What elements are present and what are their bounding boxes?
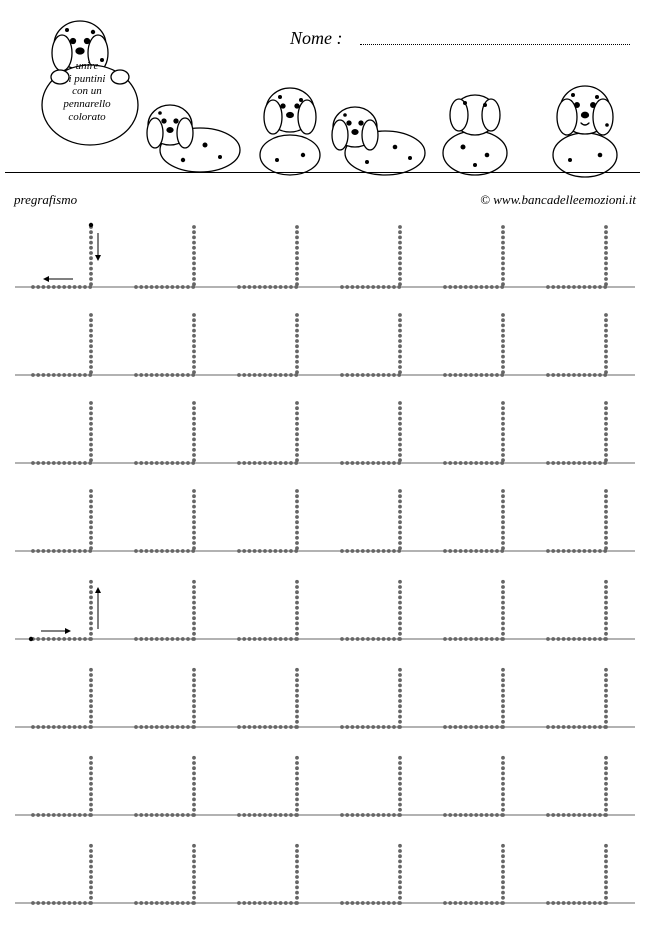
tracing-row[interactable] xyxy=(15,215,635,303)
worksheet-subtitle: pregrafismo xyxy=(14,192,77,208)
name-label: Nome : xyxy=(290,28,343,49)
header-baseline xyxy=(5,172,640,173)
tracing-row[interactable] xyxy=(15,479,635,567)
tracing-row[interactable] xyxy=(15,655,635,743)
credit-text: © www.bancadelleemozioni.it xyxy=(480,192,636,208)
tracing-row[interactable] xyxy=(15,303,635,391)
tracing-row[interactable] xyxy=(15,743,635,831)
worksheet-header: Nome : unirei puntinicon unpennarellocol… xyxy=(0,0,650,180)
name-input-line[interactable] xyxy=(360,44,630,45)
tracing-row[interactable] xyxy=(15,391,635,479)
tracing-row[interactable] xyxy=(15,567,635,655)
tracing-row[interactable] xyxy=(15,831,635,919)
practice-area xyxy=(15,215,635,919)
instruction-text: unirei puntinicon unpennarellocolorato xyxy=(42,60,132,123)
